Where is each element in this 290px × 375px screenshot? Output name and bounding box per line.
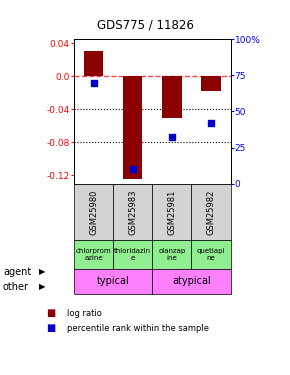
Text: GSM25980: GSM25980 [89, 189, 98, 235]
Text: agent: agent [3, 267, 31, 277]
Text: GSM25981: GSM25981 [167, 189, 176, 235]
Text: olanzap
ine: olanzap ine [158, 248, 185, 261]
Text: ▶: ▶ [39, 282, 45, 291]
Text: GDS775 / 11826: GDS775 / 11826 [97, 19, 193, 32]
Bar [74, 240, 113, 268]
Bar [74, 184, 113, 240]
Text: GSM25983: GSM25983 [128, 189, 137, 235]
Text: chlorprom
azine: chlorprom azine [76, 248, 111, 261]
Point [130, 166, 135, 172]
Bar [123, 76, 142, 180]
Bar [152, 268, 231, 294]
Text: quetiapi
ne: quetiapi ne [197, 248, 225, 261]
Text: ■: ■ [46, 308, 56, 318]
Point [209, 120, 213, 126]
Bar [152, 184, 191, 240]
Bar [74, 268, 152, 294]
Text: typical: typical [97, 276, 129, 286]
Point [91, 80, 96, 86]
Bar [152, 240, 191, 268]
Text: ▶: ▶ [39, 267, 45, 276]
Bar [191, 184, 231, 240]
Text: other: other [3, 282, 29, 292]
Bar [191, 240, 231, 268]
Text: GSM25982: GSM25982 [206, 189, 215, 235]
Bar [162, 76, 182, 118]
Text: log ratio: log ratio [67, 309, 102, 318]
Point [169, 135, 174, 141]
Bar [113, 240, 152, 268]
Bar [84, 51, 103, 76]
Text: atypical: atypical [172, 276, 211, 286]
Bar [201, 76, 221, 91]
Text: thioridazin
e: thioridazin e [114, 248, 151, 261]
Text: ■: ■ [46, 323, 56, 333]
Bar [113, 184, 152, 240]
Text: percentile rank within the sample: percentile rank within the sample [67, 324, 209, 333]
